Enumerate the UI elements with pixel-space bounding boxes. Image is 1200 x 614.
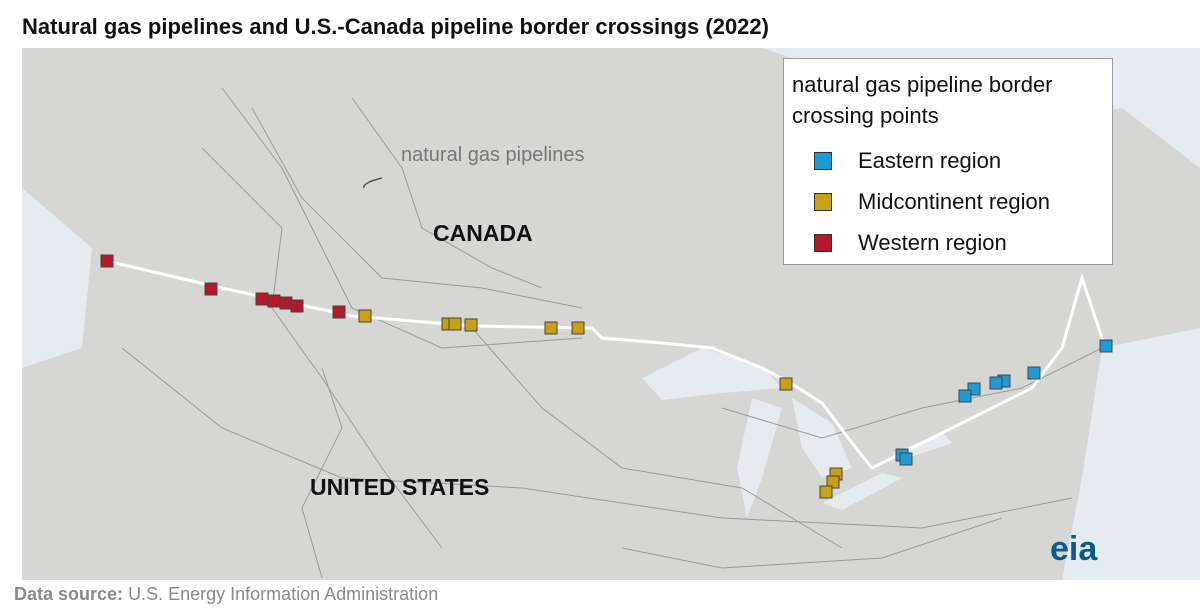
source-label: Data source: [14, 584, 124, 604]
canada-label: CANADA [433, 220, 533, 246]
pipeline [251, 107, 583, 309]
ocean [1062, 328, 1200, 580]
legend: natural gas pipeline border crossing poi… [783, 58, 1113, 265]
lake-erie [822, 473, 902, 510]
crossing-point [779, 377, 793, 391]
crossing-point [899, 452, 913, 466]
pipeline [721, 347, 1103, 439]
crossing-point [267, 294, 281, 308]
pipelines [121, 87, 1103, 579]
markers [100, 254, 1113, 499]
crossing-point [290, 299, 304, 313]
pipeline [471, 327, 843, 549]
crossing-point [464, 318, 478, 332]
pipeline [301, 367, 343, 579]
crossing-point [989, 376, 1003, 390]
legend-swatch [814, 152, 832, 170]
crossing-point [958, 389, 972, 403]
pipeline [621, 517, 1003, 569]
source: Data source: U.S. Energy Information Adm… [14, 584, 438, 605]
pipeline [351, 97, 543, 289]
pipeline [221, 87, 583, 349]
crossing-point [279, 296, 293, 310]
logo: eia [1050, 530, 1098, 568]
legend-item: Midcontinent region [814, 189, 1050, 215]
pipelines-label: natural gas pipelines [401, 144, 585, 166]
source-text: U.S. Energy Information Administration [128, 584, 439, 604]
crossing-point [819, 485, 833, 499]
legend-swatch [814, 234, 832, 252]
legend-swatch [814, 193, 832, 211]
lake-michigan [737, 398, 782, 518]
legend-label: Midcontinent region [858, 189, 1051, 214]
us-label: UNITED STATES [310, 474, 490, 500]
crossing-point [826, 475, 840, 489]
legend-item: Eastern region [814, 148, 1001, 174]
crossing-point [255, 292, 269, 306]
crossing-point [204, 282, 218, 296]
lake-superior [642, 348, 782, 400]
legend-label: Western region [858, 230, 1007, 255]
legend-item: Western region [814, 230, 1007, 256]
crossing-point [448, 317, 462, 331]
title: Natural gas pipelines and U.S.-Canada pi… [22, 14, 769, 39]
crossing-point [332, 305, 346, 319]
ocean [22, 188, 92, 368]
crossing-point [544, 321, 558, 335]
pipeline [201, 147, 443, 549]
pipeline [121, 347, 1073, 529]
crossing-point [1099, 339, 1113, 353]
label-leader [363, 177, 383, 189]
crossing-point [358, 309, 372, 323]
legend-title: natural gas pipeline border crossing poi… [792, 72, 1053, 128]
crossing-point [100, 254, 114, 268]
crossing-point [571, 321, 585, 335]
crossing-point [1027, 366, 1041, 380]
legend-label: Eastern region [858, 148, 1002, 173]
border [106, 259, 1108, 470]
